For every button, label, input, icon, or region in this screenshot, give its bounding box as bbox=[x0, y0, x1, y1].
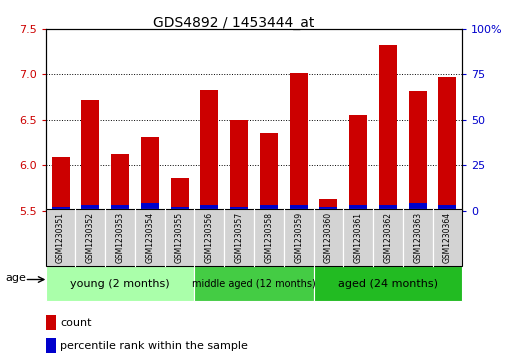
Bar bbox=[141, 203, 159, 211]
Bar bbox=[438, 205, 456, 211]
Bar bbox=[379, 205, 397, 211]
Bar bbox=[349, 205, 367, 211]
Bar bbox=[195, 266, 313, 301]
Text: percentile rank within the sample: percentile rank within the sample bbox=[60, 340, 248, 351]
Bar bbox=[46, 266, 195, 301]
Bar bbox=[313, 266, 462, 301]
Text: GSM1230364: GSM1230364 bbox=[443, 212, 452, 263]
Bar bbox=[81, 100, 99, 211]
Bar bbox=[290, 73, 307, 211]
Bar bbox=[52, 157, 70, 211]
Bar bbox=[290, 205, 307, 211]
Text: age: age bbox=[5, 273, 26, 283]
Bar bbox=[379, 45, 397, 211]
Bar bbox=[409, 91, 427, 211]
Text: GSM1230358: GSM1230358 bbox=[264, 212, 273, 263]
Text: GSM1230353: GSM1230353 bbox=[116, 212, 124, 263]
Bar bbox=[171, 178, 188, 211]
Bar bbox=[320, 207, 337, 211]
Bar bbox=[373, 209, 403, 266]
Bar bbox=[52, 207, 70, 211]
Text: young (2 months): young (2 months) bbox=[70, 279, 170, 289]
Bar bbox=[171, 207, 188, 211]
Bar bbox=[141, 137, 159, 211]
Text: GDS4892 / 1453444_at: GDS4892 / 1453444_at bbox=[153, 16, 314, 30]
Bar bbox=[284, 209, 313, 266]
Text: GSM1230355: GSM1230355 bbox=[175, 212, 184, 263]
Bar bbox=[409, 203, 427, 211]
Bar bbox=[230, 207, 248, 211]
Bar bbox=[165, 209, 195, 266]
Bar bbox=[135, 209, 165, 266]
Bar bbox=[432, 209, 462, 266]
Bar bbox=[438, 77, 456, 211]
Bar bbox=[111, 154, 129, 211]
Text: GSM1230362: GSM1230362 bbox=[384, 212, 392, 263]
Bar bbox=[46, 209, 76, 266]
Bar bbox=[46, 209, 462, 266]
Text: GSM1230359: GSM1230359 bbox=[294, 212, 303, 263]
Bar bbox=[349, 115, 367, 211]
Bar bbox=[201, 90, 218, 211]
Bar bbox=[111, 205, 129, 211]
Bar bbox=[201, 205, 218, 211]
Bar bbox=[403, 209, 432, 266]
Text: GSM1230351: GSM1230351 bbox=[56, 212, 65, 263]
Text: count: count bbox=[60, 318, 92, 328]
Bar bbox=[46, 338, 56, 353]
Bar bbox=[320, 199, 337, 211]
Text: GSM1230357: GSM1230357 bbox=[235, 212, 244, 263]
Bar bbox=[224, 209, 254, 266]
Bar bbox=[260, 205, 278, 211]
Text: aged (24 months): aged (24 months) bbox=[338, 279, 438, 289]
Text: GSM1230356: GSM1230356 bbox=[205, 212, 214, 263]
Text: middle aged (12 months): middle aged (12 months) bbox=[192, 279, 316, 289]
Bar bbox=[105, 209, 135, 266]
Bar bbox=[81, 205, 99, 211]
Bar bbox=[254, 209, 284, 266]
Bar bbox=[343, 209, 373, 266]
Bar bbox=[230, 120, 248, 211]
Text: GSM1230361: GSM1230361 bbox=[354, 212, 363, 263]
Bar bbox=[76, 209, 105, 266]
Text: GSM1230352: GSM1230352 bbox=[86, 212, 95, 263]
Bar bbox=[195, 209, 224, 266]
Bar bbox=[260, 134, 278, 211]
Text: GSM1230354: GSM1230354 bbox=[145, 212, 154, 263]
Bar bbox=[46, 315, 56, 330]
Text: GSM1230360: GSM1230360 bbox=[324, 212, 333, 263]
Text: GSM1230363: GSM1230363 bbox=[413, 212, 422, 263]
Bar bbox=[313, 209, 343, 266]
